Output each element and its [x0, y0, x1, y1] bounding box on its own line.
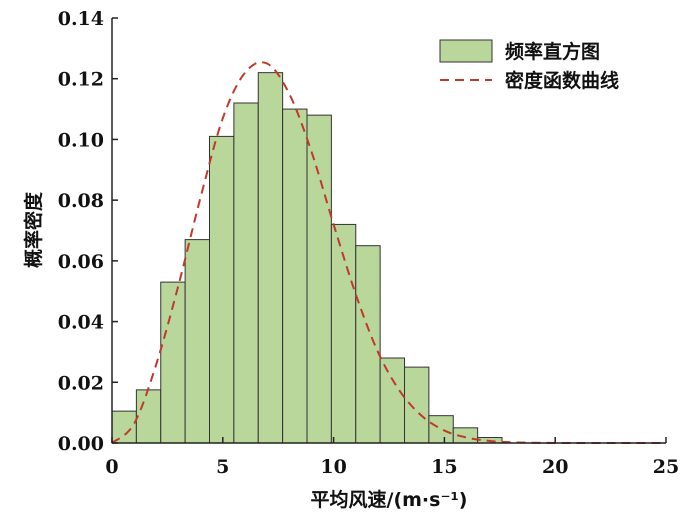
y-tick-label: 0.06	[58, 251, 104, 273]
histogram-bar	[184, 239, 211, 444]
x-tick-label: 25	[653, 456, 679, 478]
y-tick-label: 0.10	[58, 129, 104, 151]
y-tick-label: 0.00	[58, 433, 104, 455]
histogram-bar	[209, 135, 235, 444]
legend-swatch-histogram	[439, 39, 493, 63]
x-tick-label: 5	[216, 456, 229, 478]
y-tick-label: 0.12	[58, 69, 104, 91]
legend-label-histogram: 频率直方图	[505, 40, 600, 63]
legend-label-curve: 密度函数曲线	[505, 69, 619, 92]
histogram-bar	[233, 102, 259, 444]
histogram-bar	[257, 72, 284, 444]
x-axis-title: 平均风速/(m·s⁻¹)	[311, 488, 468, 511]
axes	[111, 18, 666, 444]
histogram-bar	[452, 427, 479, 444]
x-tick-label: 15	[431, 456, 457, 478]
histogram-bar	[135, 389, 162, 444]
y-tick-label: 0.02	[58, 372, 104, 394]
x-tick-label: 10	[320, 456, 346, 478]
histogram-bar	[306, 114, 332, 444]
y-ticks: 0.00 0.02 0.04 0.06 0.08 0.10 0.12 0.14	[58, 8, 118, 455]
x-tick-label: 0	[105, 456, 118, 478]
histogram-bar	[428, 415, 454, 444]
y-tick-label: 0.14	[58, 8, 104, 30]
histogram-bars	[111, 72, 503, 444]
y-axis-title: 概率密度	[22, 191, 45, 268]
histogram-bar	[379, 357, 406, 444]
x-ticks: 0 5 10 15 20 25	[105, 437, 679, 478]
histogram-bar	[282, 108, 308, 444]
histogram-bar	[330, 223, 357, 444]
histogram-bar	[355, 245, 381, 444]
legend: 频率直方图 密度函数曲线	[439, 39, 619, 92]
density-curve	[111, 61, 666, 445]
y-tick-label: 0.04	[58, 312, 104, 334]
histogram-bar	[111, 410, 137, 444]
y-tick-label: 0.08	[58, 190, 104, 212]
histogram-bar	[404, 366, 430, 444]
x-tick-label: 20	[542, 456, 568, 478]
